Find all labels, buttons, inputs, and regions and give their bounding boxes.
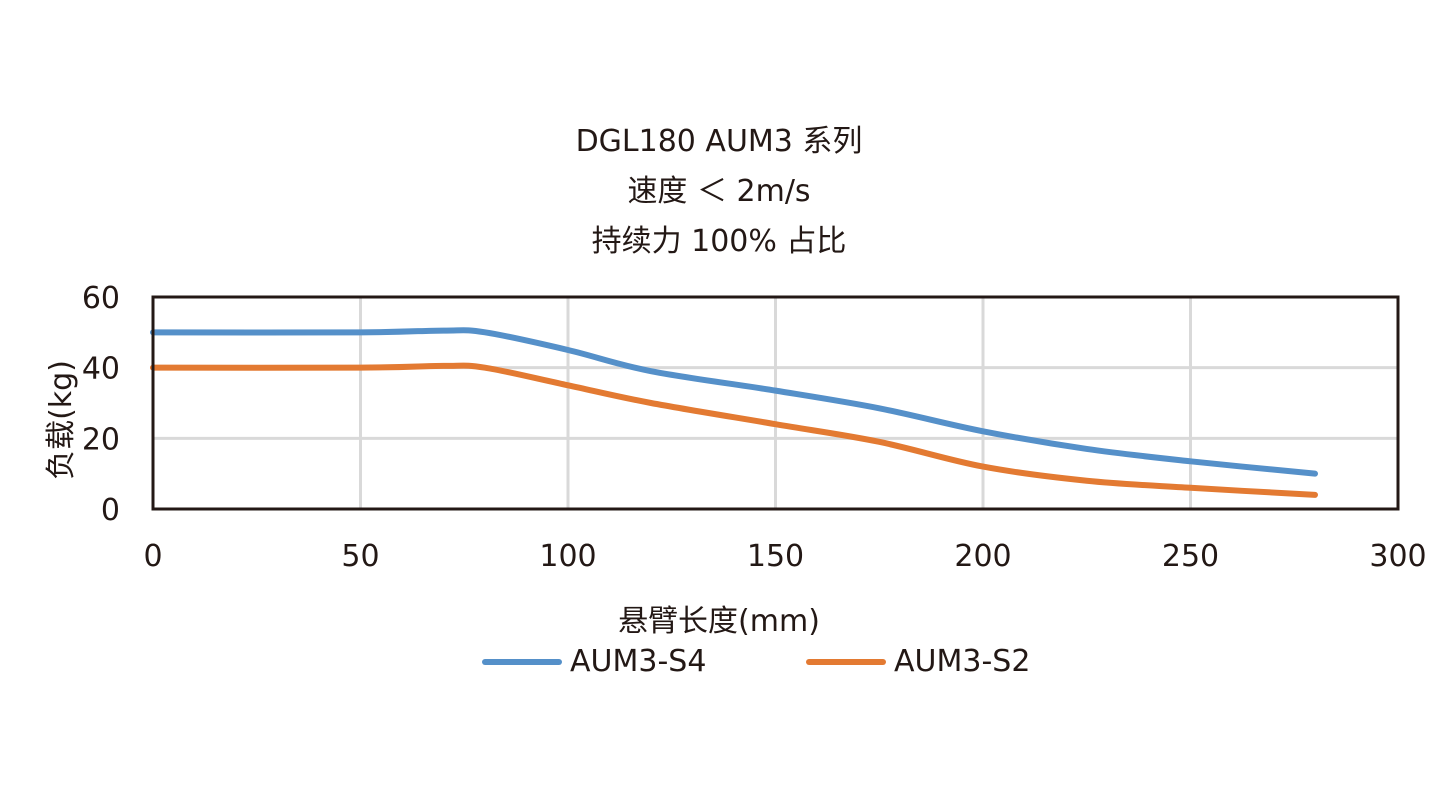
legend-label-s4: AUM3-S4: [570, 644, 707, 679]
plot-frame: [151, 295, 1400, 511]
x-tick-label: 150: [747, 539, 804, 574]
y-axis-ticks: 0 20 40 60: [82, 281, 120, 528]
y-tick-label: 60: [82, 281, 120, 316]
x-tick-label: 300: [1369, 539, 1426, 574]
chart-title-line-2: 速度 ＜ 2m/s: [627, 174, 811, 209]
legend-swatch-s2: [806, 658, 886, 665]
x-tick-label: 50: [341, 539, 379, 574]
legend-item-s4: AUM3-S4: [482, 644, 706, 679]
series-line-aum3-s4: [150, 327, 1318, 477]
y-axis-title: 负载(kg): [44, 360, 79, 480]
x-axis-title: 悬臂长度(mm): [618, 604, 820, 639]
legend-swatch-s4: [482, 658, 562, 665]
y-tick-label: 20: [82, 422, 120, 457]
series-line-aum3-s2: [150, 362, 1318, 498]
grid-lines: [151, 295, 1400, 511]
legend: AUM3-S4 AUM3-S2: [0, 644, 1438, 684]
x-axis-ticks: 0 50 100 150 200 250 300: [143, 539, 1426, 574]
x-tick-label: 0: [143, 539, 162, 574]
legend-label-s2: AUM3-S2: [894, 644, 1031, 679]
chart-title-line-3: 持续力 100% 占比: [591, 224, 847, 259]
y-tick-label: 0: [101, 493, 120, 528]
series-lines: [150, 327, 1318, 498]
chart-title-line-1: DGL180 AUM3 系列: [575, 124, 863, 159]
x-tick-label: 250: [1162, 539, 1219, 574]
y-tick-label: 40: [82, 352, 120, 387]
legend-item-s2: AUM3-S2: [806, 644, 1030, 679]
x-tick-label: 100: [539, 539, 596, 574]
x-tick-label: 200: [954, 539, 1011, 574]
